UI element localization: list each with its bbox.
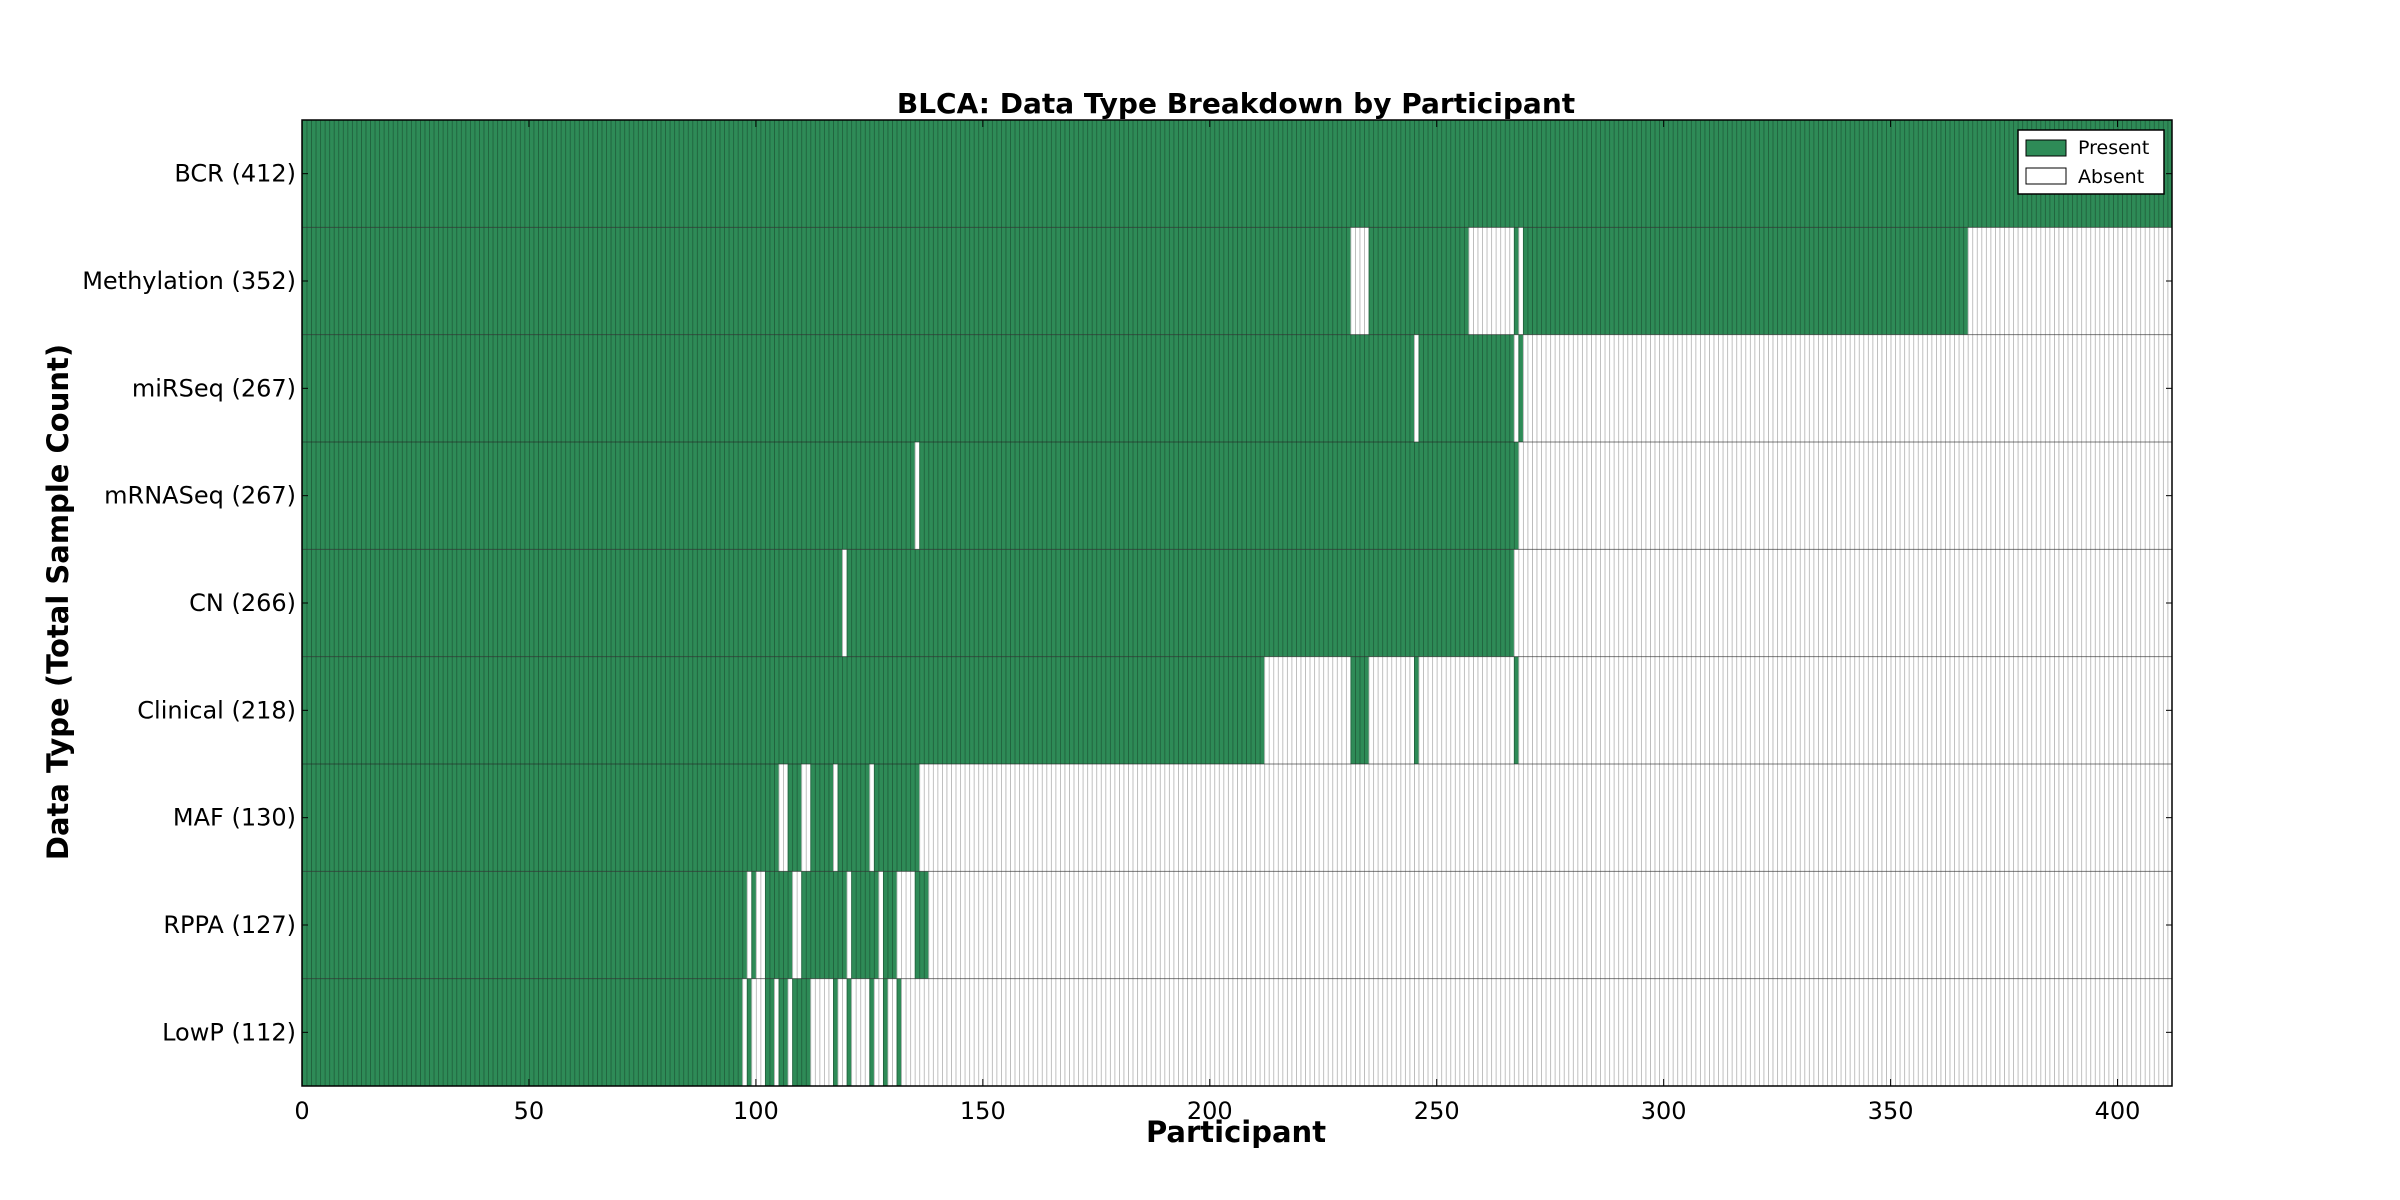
legend-absent-label: Absent [2078, 166, 2144, 188]
present-segment [837, 764, 870, 872]
present-segment [846, 549, 1514, 657]
present-segment [302, 871, 747, 979]
present-segment [914, 871, 929, 979]
present-segment [302, 120, 2172, 228]
present-segment [1522, 227, 1968, 335]
present-segment [882, 978, 888, 1086]
present-segment [764, 871, 793, 979]
y-tick-label: Methylation (352) [82, 267, 296, 295]
y-tick-label: BCR (412) [174, 160, 296, 188]
x-tick-label: 350 [1868, 1097, 1914, 1125]
y-axis: BCR (412) Methylation (352) miRSeq (267) mR… [82, 160, 2172, 1046]
heatmap-row [302, 119, 2172, 228]
heatmap-row [302, 226, 2172, 335]
legend-absent-swatch [2025, 167, 2067, 185]
present-segment [302, 549, 843, 657]
x-tick-label: 250 [1414, 1097, 1460, 1125]
legend: Present Absent [2017, 129, 2165, 195]
present-segment [833, 978, 838, 1086]
present-segment [801, 871, 847, 979]
present-segment [764, 978, 775, 1086]
x-tick-label: 0 [294, 1097, 309, 1125]
present-segment [896, 978, 902, 1086]
present-segment [873, 764, 920, 872]
present-segment [302, 978, 743, 1086]
heatmap-row [302, 441, 2172, 550]
present-segment [882, 871, 897, 979]
present-segment [778, 978, 788, 1086]
present-segment [302, 227, 1351, 335]
y-axis-label: Data Type (Total Sample Count) [41, 344, 75, 860]
x-tick-label: 400 [2095, 1097, 2141, 1125]
present-segment [1368, 227, 1469, 335]
y-tick-label: Clinical (218) [137, 696, 296, 724]
present-segment [1513, 227, 1519, 335]
x-tick-label: 100 [733, 1097, 779, 1125]
y-tick-label: LowP (112) [162, 1018, 296, 1046]
present-segment [1350, 656, 1369, 764]
present-segment [919, 442, 1519, 550]
present-segment [851, 871, 879, 979]
x-tick-label: 200 [1187, 1097, 1233, 1125]
x-axis: 0 50 100 150 200 250 300 350 400 [294, 120, 2140, 1125]
present-segment [302, 764, 779, 872]
heatmap-row [302, 978, 2172, 1086]
heatmap-row [302, 870, 2172, 979]
present-segment [1414, 656, 1419, 764]
chart-title: BLCA: Data Type Breakdown by Participant [897, 87, 1575, 120]
legend-present-label: Present [2078, 137, 2149, 159]
present-segment [787, 764, 802, 872]
legend-present-swatch [2025, 139, 2067, 157]
y-tick-label: MAF (130) [173, 804, 296, 832]
present-segment [302, 442, 915, 550]
y-tick-label: CN (266) [189, 589, 296, 617]
heatmap-row [302, 763, 2172, 872]
present-segment [1513, 656, 1519, 764]
present-segment [1518, 334, 1523, 442]
present-segment [869, 978, 874, 1086]
present-segment [751, 871, 756, 979]
y-tick-label: RPPA (127) [163, 911, 296, 939]
heatmap-row [302, 656, 2172, 764]
present-segment [846, 978, 852, 1086]
present-segment [810, 764, 834, 872]
present-segment [1418, 334, 1514, 442]
x-tick-label: 150 [960, 1097, 1006, 1125]
x-tick-label: 50 [514, 1097, 545, 1125]
y-tick-label: mRNASeq (267) [104, 482, 296, 510]
present-segment [746, 978, 752, 1086]
y-tick-label: miRSeq (267) [132, 374, 296, 402]
x-tick-label: 300 [1641, 1097, 1687, 1125]
present-segment [792, 978, 811, 1086]
heatmap-row [302, 548, 2172, 657]
plot-area [301, 119, 2173, 1087]
present-segment [302, 656, 1265, 764]
x-axis-label: Participant [1146, 1115, 1326, 1149]
present-segment [302, 334, 1415, 442]
heatmap-row [302, 334, 2172, 442]
